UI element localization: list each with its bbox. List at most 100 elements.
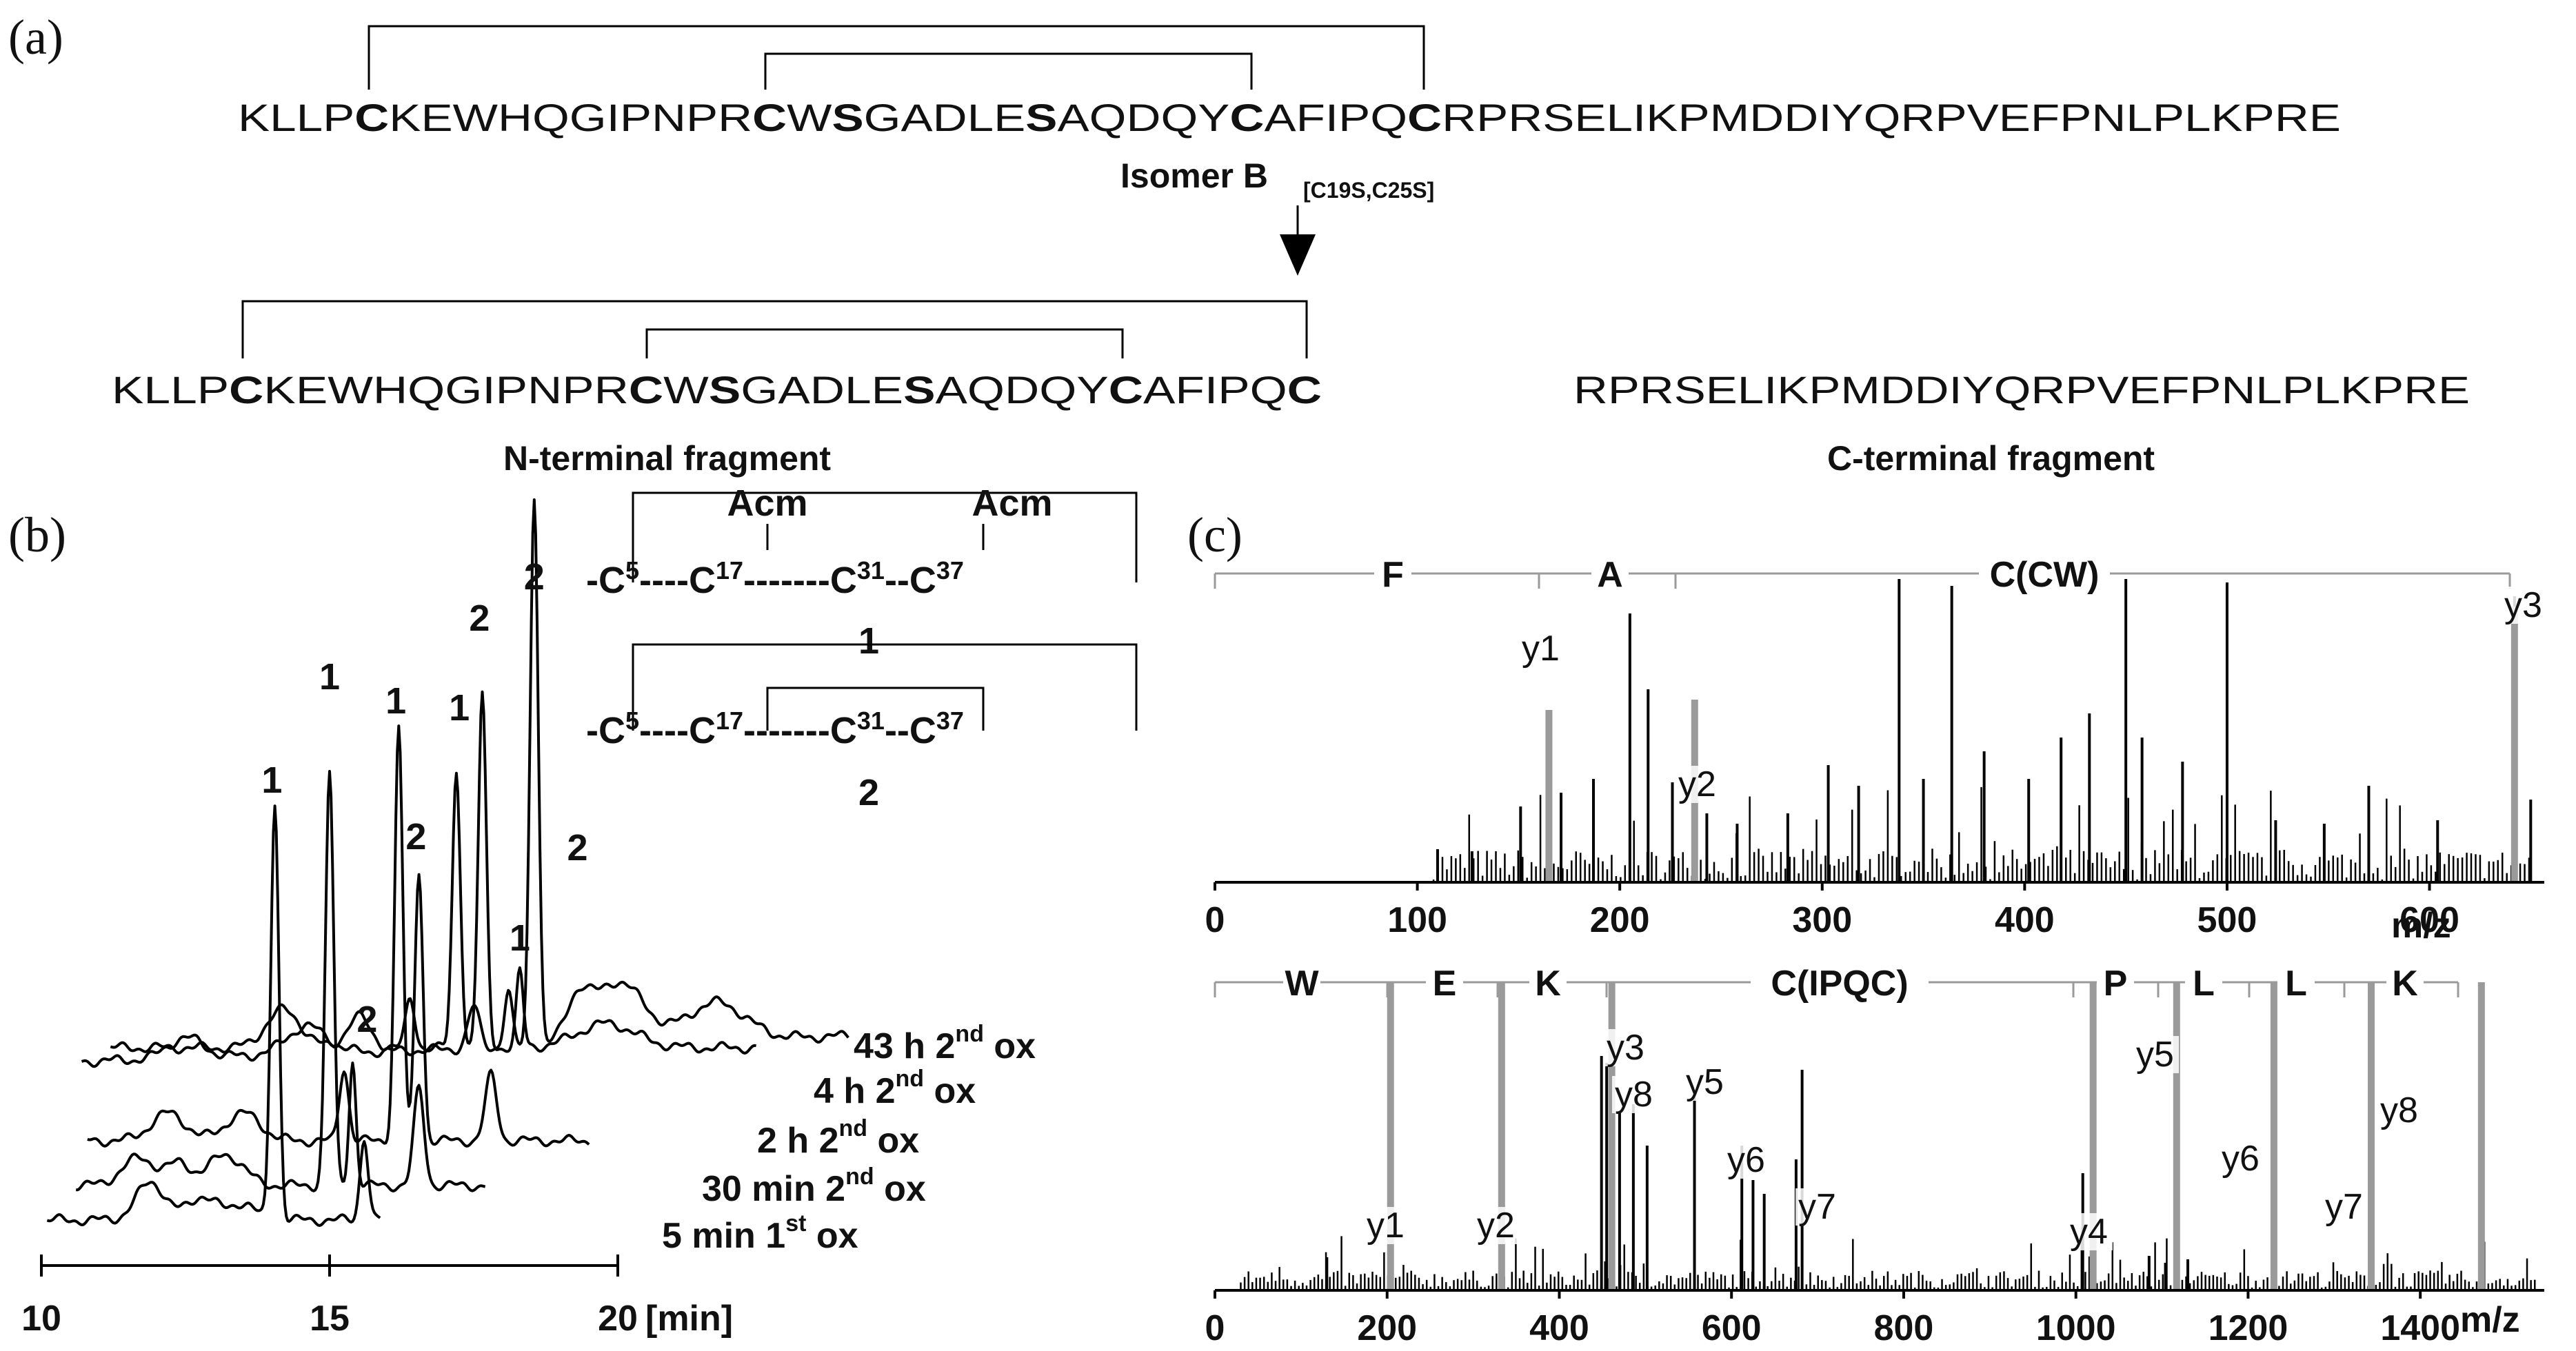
ion-label: y6 (2222, 1139, 2260, 1179)
bracket-fragment-outer (241, 300, 1308, 358)
cleavage-arrow-head (1280, 234, 1316, 276)
ion-label-bg (2133, 1036, 2179, 1073)
sequence-ladder-label: A (1597, 555, 1623, 595)
trace-label: 43 h 2nd ox (854, 1021, 1036, 1066)
c-terminal-sequence: RPRSELIKPMDDIYQRPVEFPNLPLKPRE (1573, 368, 2470, 412)
ion-label-bg (1519, 630, 1564, 667)
x-tick-label: 1200 (2208, 1308, 2288, 1348)
ladder-label-bg (2386, 964, 2424, 1000)
ion-label: y8 (2380, 1090, 2418, 1130)
spectrum-top-peaks (1432, 579, 2533, 882)
chain-dash: -- (885, 710, 909, 751)
sequence-segment: AFIPQ (1143, 368, 1287, 412)
sequence-ladder-label: F (1382, 555, 1404, 595)
x-tick-label: 800 (1874, 1308, 1934, 1348)
sequence-segment: S (709, 368, 741, 412)
ion-label: y5 (1686, 1062, 1724, 1102)
cys-position: 5 (625, 556, 639, 585)
peak-label: 1 (449, 687, 470, 729)
structure-1: Acm Acm -C5----C17-------C31--C37 1 (586, 482, 1138, 662)
structure-2: -C5----C17-------C31--C37 2 (586, 643, 1138, 813)
cys-position: 37 (936, 707, 964, 735)
cys-position: 5 (625, 707, 639, 735)
trace-label: 30 min 2nd ox (702, 1164, 926, 1209)
x-tick-label: 20 (598, 1299, 638, 1339)
ladder-label-bg (2185, 964, 2222, 1000)
ion-label: y8 (1615, 1075, 1653, 1115)
ion-label-bg (2067, 1213, 2113, 1250)
spectrum-top-x-unit: m/z (2391, 906, 2451, 946)
panel-c-label: (c) (1187, 507, 1242, 562)
sequence-segment: C (1229, 96, 1264, 139)
peak-label: 2 (524, 556, 545, 598)
ion-label: y4 (2070, 1212, 2108, 1252)
chain-dash: ------- (743, 710, 830, 751)
ion-label-bg (1676, 766, 1721, 803)
sequence-ladder-label: C(CW) (1990, 555, 2100, 595)
ion-label: y1 (1522, 629, 1560, 669)
acm-label: Acm (972, 482, 1052, 524)
sequence-segment: KEWHQGIPNPR (263, 368, 629, 412)
sequence-segment: S (832, 96, 863, 139)
acm-label: Acm (727, 482, 807, 524)
sequence-segment: RPRSELIKPMDDIYQRPVEFPNLPLKPRE (1442, 96, 2341, 139)
cys-position: 37 (936, 556, 964, 585)
cys-position: 31 (857, 556, 885, 585)
ladder-label-bg (1283, 964, 1320, 1000)
ion-label-bg (1364, 1207, 1409, 1244)
structure-2-id: 2 (858, 772, 879, 813)
spectrum-top-ticks: 0 100 200 300 400 500 600 (1205, 882, 2459, 940)
chain-dash: ---- (639, 560, 689, 601)
sequence-ladder-label: C(IPQC) (1771, 964, 1908, 1004)
ion-label-bg (2502, 587, 2547, 624)
ladder-label-bg (2097, 964, 2134, 1000)
x-tick-label: 200 (1590, 900, 1650, 940)
ladder-label-bg (1426, 964, 1463, 1000)
x-tick-label: 100 (1387, 900, 1447, 940)
ion-label-bg (1612, 1076, 1658, 1113)
ion-label: y5 (2136, 1035, 2174, 1075)
ion-label-bg (1795, 1188, 1841, 1226)
ion-label-bg (2219, 1140, 2264, 1177)
bracket-fragment-inner (645, 328, 1124, 358)
sequence-segment: AQDQY (936, 368, 1109, 412)
x-tick-label: 400 (1995, 900, 2055, 940)
chain-dash: -- (885, 560, 909, 601)
ion-label-bg (1604, 1029, 1649, 1066)
peak-label: 1 (261, 760, 282, 801)
structure-1-bracket (632, 491, 1138, 582)
ion-label: y3 (1607, 1028, 1644, 1068)
sequence-segment: C (1109, 368, 1143, 412)
ion-label: y3 (2504, 585, 2542, 625)
ladder-label-bg (1374, 556, 1411, 591)
sequence-segment: W (787, 96, 832, 139)
sequence-ladder-label: L (2193, 964, 2215, 1004)
panel-c: (c) F A C(CW) y1 y2 y3 0 100 200 300 400 500 600 m/… (1187, 507, 2547, 1348)
chain-dash: ------- (743, 560, 830, 601)
sequence-segment: W (663, 368, 709, 412)
trace-line (87, 724, 590, 1148)
sequence-segment: AQDQY (1057, 96, 1229, 139)
bracket-outer (368, 25, 1425, 90)
peak-label: 2 (469, 598, 490, 639)
x-tick-label: 10 (21, 1299, 61, 1339)
peak-label: 1 (385, 680, 406, 722)
x-tick-label: 600 (1702, 1308, 1762, 1348)
structure-1-id: 1 (858, 620, 879, 662)
sequence-segment: C (354, 96, 389, 139)
chain-dash: - (586, 560, 598, 601)
spectrum-bottom-x-unit: m/z (2460, 1300, 2520, 1340)
cys-residue: C (909, 710, 936, 751)
cys-residue: C (598, 560, 625, 601)
trace-line (110, 690, 756, 1055)
cys-residue: C (689, 560, 716, 601)
spectrum-top-ion-markers: F A C(CW) y1 y2 y3 (1214, 555, 2547, 882)
cys-residue: C (830, 560, 857, 601)
ion-label: y7 (2325, 1187, 2363, 1227)
sequence-ladder-label: P (2104, 964, 2128, 1004)
sequence-segment: C (1287, 368, 1322, 412)
sequence-ladder-label: L (2285, 964, 2307, 1004)
